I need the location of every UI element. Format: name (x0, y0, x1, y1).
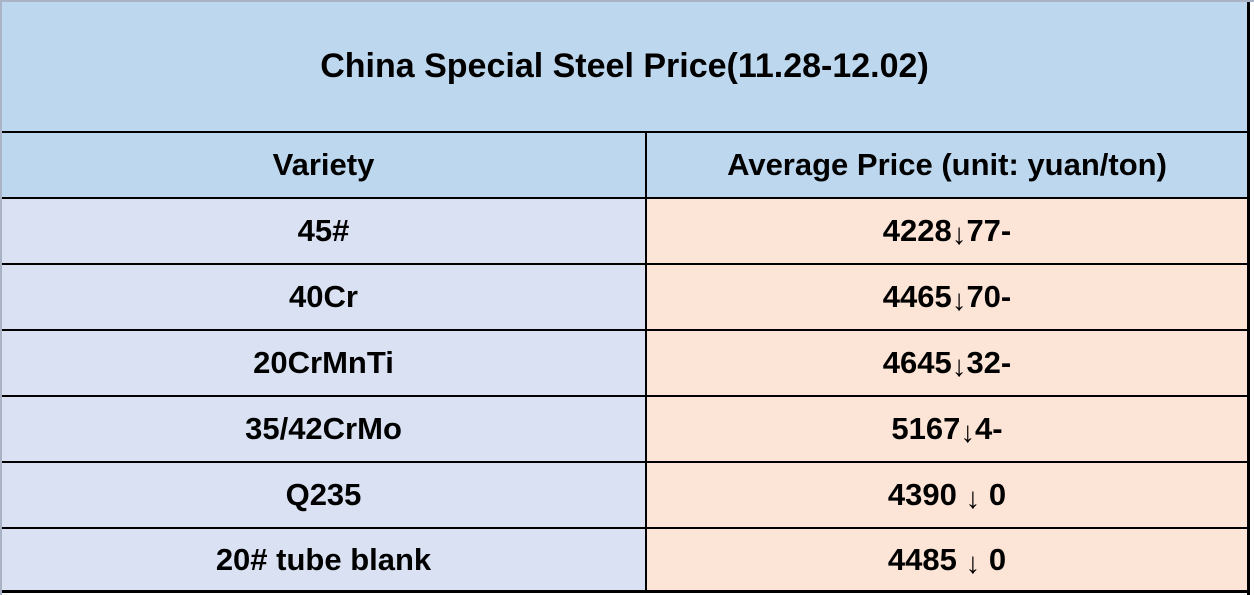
variety-cell: 45# (2, 199, 647, 263)
table-title: China Special Steel Price(11.28-12.02) (320, 47, 929, 85)
price-change: 4- (975, 411, 1003, 446)
price-value: 4390 (887, 477, 966, 512)
table-row: 20CrMnTi 4645 ↓ 32- (2, 331, 1247, 397)
variety-cell: 35/42CrMo (2, 397, 647, 461)
table-title-row: China Special Steel Price(11.28-12.02) (2, 2, 1247, 133)
price-value: 4645 (882, 345, 952, 380)
price-cell: 4485 ↓ 0 (647, 529, 1247, 590)
price-change: 0 (980, 477, 1007, 512)
table-row: 20# tube blank 4485 ↓ 0 (2, 529, 1247, 593)
table-row: Q235 4390 ↓ 0 (2, 463, 1247, 529)
price-cell: 5167 ↓ 4- (647, 397, 1247, 461)
price-value: 4228 (882, 213, 952, 248)
price-value: 4465 (882, 279, 952, 314)
down-arrow-icon: ↓ (951, 350, 967, 384)
price-change: 70- (966, 279, 1012, 314)
header-average-price: Average Price (unit: yuan/ton) (647, 133, 1247, 197)
down-arrow-icon: ↓ (965, 482, 981, 516)
down-arrow-icon: ↓ (951, 284, 967, 318)
price-value: 4485 (887, 541, 966, 577)
table-row: 45# 4228 ↓ 77- (2, 199, 1247, 265)
variety-cell: 20# tube blank (2, 529, 647, 590)
table-header-row: Variety Average Price (unit: yuan/ton) (2, 133, 1247, 199)
down-arrow-icon: ↓ (965, 546, 981, 580)
table-row: 35/42CrMo 5167 ↓ 4- (2, 397, 1247, 463)
down-arrow-icon: ↓ (960, 416, 976, 450)
price-cell: 4228 ↓ 77- (647, 199, 1247, 263)
price-value: 5167 (891, 411, 961, 446)
price-cell: 4645 ↓ 32- (647, 331, 1247, 395)
table-row: 40Cr 4465 ↓ 70- (2, 265, 1247, 331)
price-change: 0 (980, 541, 1007, 577)
price-change: 32- (966, 345, 1012, 380)
variety-cell: 40Cr (2, 265, 647, 329)
variety-cell: Q235 (2, 463, 647, 527)
price-change: 77- (966, 213, 1012, 248)
price-cell: 4465 ↓ 70- (647, 265, 1247, 329)
price-cell: 4390 ↓ 0 (647, 463, 1247, 527)
variety-cell: 20CrMnTi (2, 331, 647, 395)
header-variety: Variety (2, 133, 647, 197)
down-arrow-icon: ↓ (951, 218, 967, 252)
